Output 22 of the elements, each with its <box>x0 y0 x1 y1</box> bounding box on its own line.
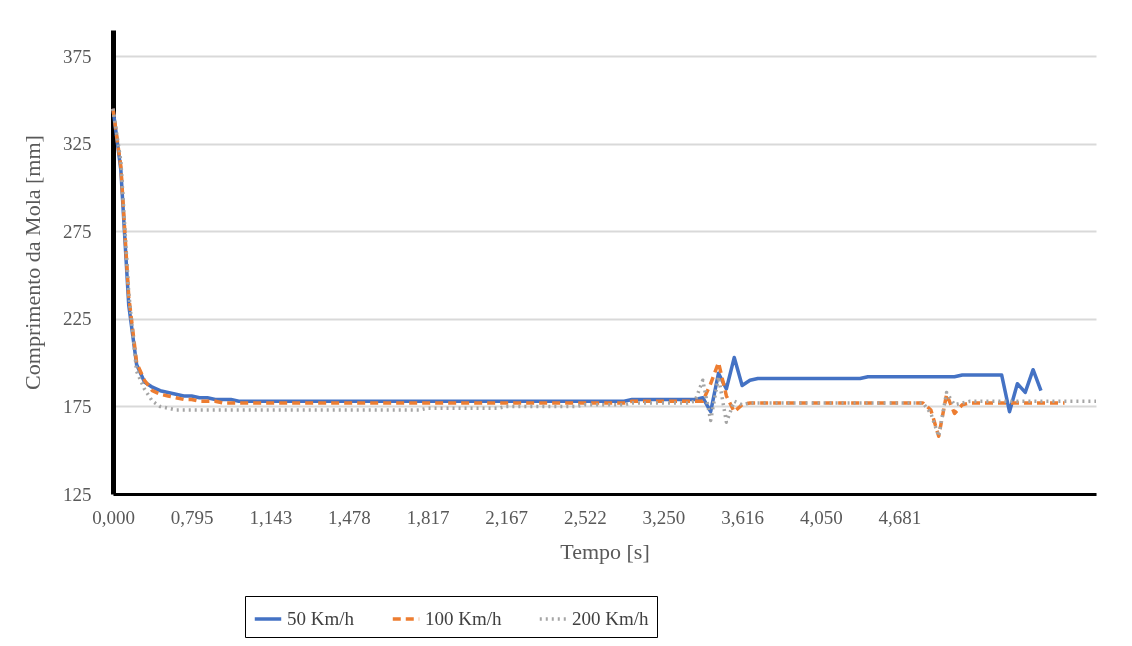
x-tick-label: 3,250 <box>642 506 686 528</box>
x-tick-label: 1,478 <box>328 506 371 528</box>
legend-label: 50 Km/h <box>287 608 355 629</box>
x-tick-label: 0,795 <box>170 506 214 528</box>
x-tick-label: 1,143 <box>249 506 293 528</box>
x-tick-label: 3,616 <box>721 506 764 528</box>
x-tick-label: 2,167 <box>485 506 529 528</box>
y-axis-title: Comprimento da Mola [mm] <box>20 135 45 390</box>
y-tick-label: 225 <box>63 308 92 330</box>
x-tick-label: 4,050 <box>799 506 843 528</box>
x-tick-label: 2,522 <box>563 506 607 528</box>
x-tick-label: 0,000 <box>92 506 135 528</box>
y-tick-label: 275 <box>63 220 92 242</box>
legend-label: 200 Km/h <box>572 608 650 629</box>
y-tick-label: 175 <box>63 395 92 417</box>
y-tick-label: 325 <box>63 133 92 155</box>
x-axis-title: Tempo [s] <box>560 538 650 564</box>
x-tick-label: 4,681 <box>878 506 922 528</box>
y-tick-label: 375 <box>63 45 92 67</box>
x-tick-label: 1,817 <box>406 506 450 528</box>
legend-label: 100 Km/h <box>425 608 503 629</box>
y-tick-label: 125 <box>63 483 92 505</box>
